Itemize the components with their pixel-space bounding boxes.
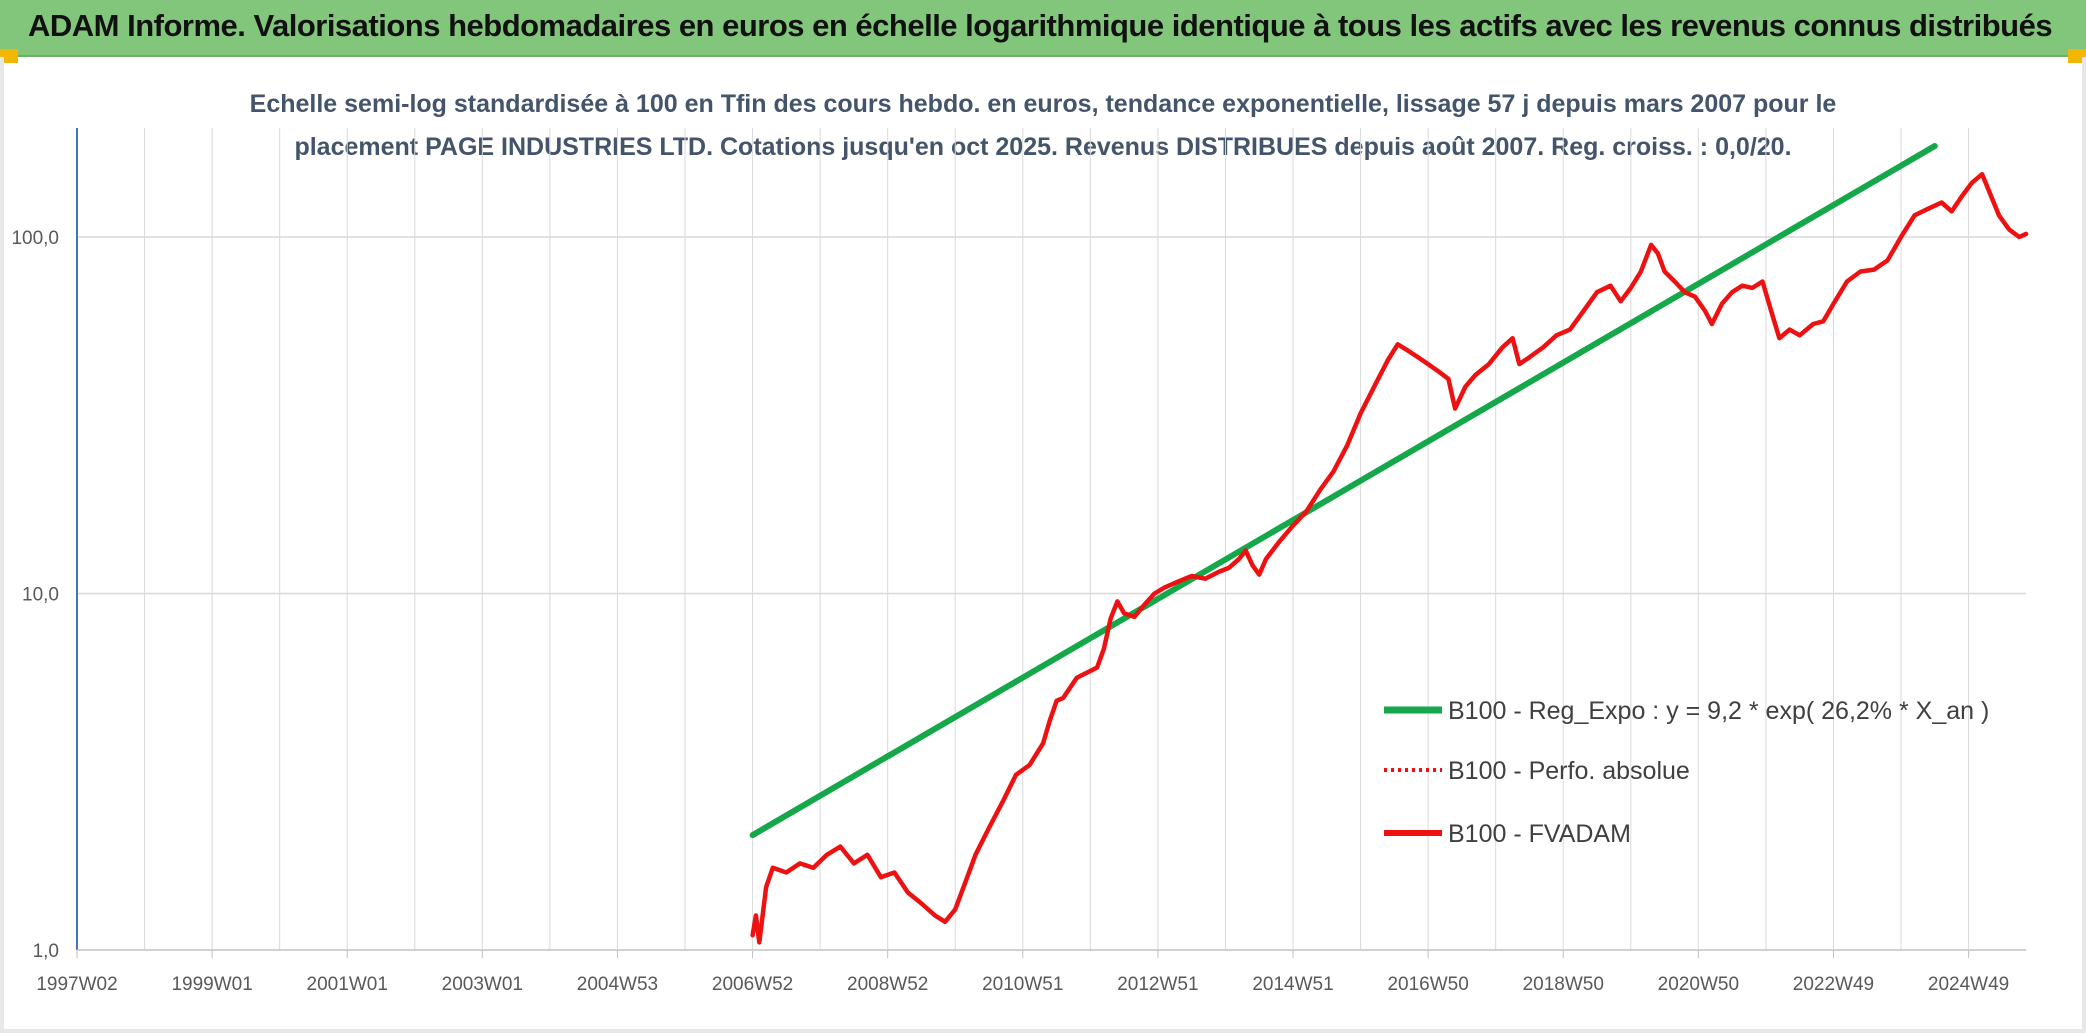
chart-subtitle-line-2: placement PAGE INDUSTRIES LTD. Cotations… <box>294 133 1792 161</box>
y-tick-labels: 100,0 10,0 1,0 <box>11 228 59 962</box>
grid-lines <box>76 128 2026 958</box>
x-tick-label: 1999W01 <box>171 974 252 995</box>
x-tick-label: 2006W52 <box>712 974 793 995</box>
legend-label-perfo: B100 - Perfo. absolue <box>1448 757 1690 785</box>
x-tick-label: 2020W50 <box>1658 974 1739 995</box>
report-title: ADAM Informe. Valorisations hebdomadaire… <box>28 8 2053 43</box>
x-tick-labels: 1997W02 1999W01 2001W01 2003W01 2004W53 2006W… <box>36 974 2009 995</box>
fvadam-series-line <box>750 171 2029 945</box>
banner-right-corner-marker <box>2068 49 2086 63</box>
x-tick-label: 1997W02 <box>36 974 117 995</box>
x-tick-label: 2001W01 <box>307 974 388 995</box>
y-tick-label: 10,0 <box>22 585 59 606</box>
chart-frame <box>0 57 2086 1033</box>
y-tick-label: 100,0 <box>11 228 59 249</box>
x-tick-label: 2018W50 <box>1523 974 1604 995</box>
x-tick-label: 2022W49 <box>1793 974 1874 995</box>
chart-legend: B100 - Reg_Expo : y = 9,2 * exp( 26,2% *… <box>1384 697 1989 848</box>
x-tick-label: 2003W01 <box>442 974 523 995</box>
banner-left-corner-marker <box>0 49 18 63</box>
trend-regression-line <box>749 143 1938 839</box>
x-tick-label: 2010W51 <box>982 974 1063 995</box>
report-banner: ADAM Informe. Valorisations hebdomadaire… <box>0 0 2086 57</box>
chart-subtitle-line-1: Echelle semi-log standardisée à 100 en T… <box>249 90 1837 118</box>
x-tick-label: 2004W53 <box>577 974 658 995</box>
legend-label-fvadam: B100 - FVADAM <box>1448 820 1631 848</box>
legend-label-trend: B100 - Reg_Expo : y = 9,2 * exp( 26,2% *… <box>1448 697 1989 725</box>
x-tick-label: 2016W50 <box>1387 974 1468 995</box>
x-tick-label: 2024W49 <box>1928 974 2009 995</box>
y-tick-label: 1,0 <box>33 941 59 962</box>
x-tick-label: 2014W51 <box>1252 974 1333 995</box>
x-tick-label: 2008W52 <box>847 974 928 995</box>
series-lines <box>749 143 2029 945</box>
x-tick-label: 2012W51 <box>1117 974 1198 995</box>
